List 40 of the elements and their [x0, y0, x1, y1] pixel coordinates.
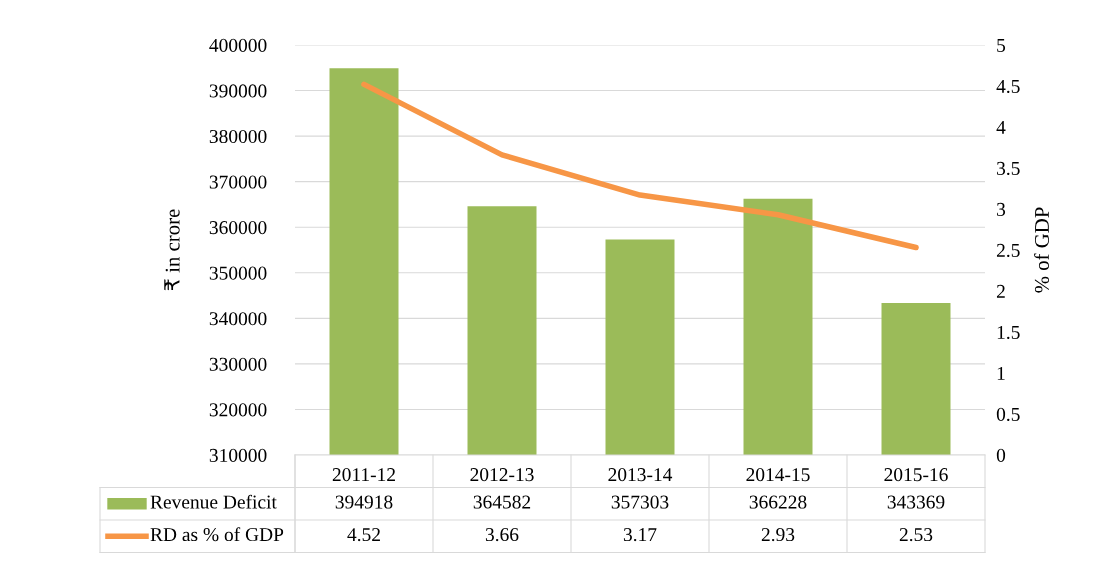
data-label: 4.52: [347, 528, 380, 542]
y-tick-label: 390000: [209, 84, 267, 98]
y2-tick-label: 3: [997, 202, 1006, 216]
y-tick-label: 380000: [209, 129, 267, 144]
y-axis-title: ₹ in crore: [164, 209, 180, 291]
y2-tick-label: 2: [996, 284, 1005, 298]
x-tick-label: 2011-12: [332, 468, 395, 482]
data-label: 357303: [611, 495, 669, 509]
data-label: 2.53: [899, 528, 933, 542]
y2-tick-label: 0.5: [996, 407, 1020, 422]
data-label: 3.17: [623, 528, 657, 542]
x-tick-label: 2015-16: [884, 468, 948, 482]
y-tick-label: 320000: [209, 403, 267, 417]
data-label: 343369: [887, 495, 945, 509]
y2-tick-label: 5: [997, 39, 1006, 52]
data-label: 2.93: [761, 528, 795, 542]
y2-tick-label: 0: [996, 448, 1006, 462]
y2-tick-label: 4: [996, 120, 1006, 134]
legend-label: Revenue Deficit: [150, 494, 277, 509]
y-tick-label: 370000: [209, 175, 267, 189]
data-label: 3.66: [485, 528, 519, 542]
y2-tick-label: 1.5: [997, 325, 1020, 340]
x-tick-label: 2013-14: [608, 468, 673, 482]
data-label: 364582: [473, 495, 531, 509]
data-label: 394918: [335, 495, 393, 509]
y2-tick-label: 4.5: [996, 79, 1020, 94]
y-tick-label: 400000: [209, 38, 267, 52]
x-tick-label: 2012-13: [470, 468, 534, 482]
data-label: 366228: [749, 495, 807, 509]
y2-tick-label: 1: [997, 366, 1005, 380]
y-tick-label: 340000: [209, 312, 267, 326]
y-tick-label: 350000: [209, 266, 267, 280]
y2-tick-label: 3.5: [997, 161, 1020, 176]
y-tick-label: 360000: [209, 221, 267, 235]
y2-axis-title: % of GDP: [1034, 207, 1050, 293]
y2-tick-label: 2.5: [996, 243, 1020, 258]
legend-label: RD as % of GDP: [150, 527, 284, 542]
y-tick-label: 310000: [209, 448, 267, 462]
x-tick-label: 2014-15: [746, 468, 810, 482]
y-tick-label: 330000: [209, 357, 267, 371]
